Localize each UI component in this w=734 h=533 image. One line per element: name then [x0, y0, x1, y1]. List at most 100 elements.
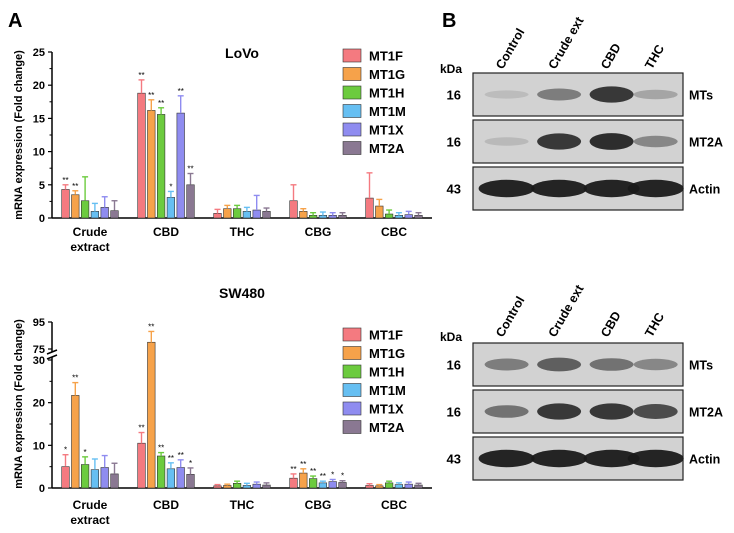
- blot-band: [478, 449, 535, 468]
- significance-label: **: [158, 99, 164, 108]
- bar: [328, 215, 337, 219]
- legend-label: MT1M: [369, 104, 406, 119]
- bar: [394, 215, 404, 219]
- blot-band: [537, 357, 582, 372]
- significance-label: **: [148, 322, 154, 331]
- blot-row-label: MTs: [689, 359, 713, 373]
- significance-label: *: [331, 470, 334, 479]
- x-tick-label: THC: [230, 498, 255, 512]
- legend-swatch: [342, 48, 362, 63]
- kda-marker: 16: [447, 358, 461, 373]
- y-axis-label: mRNA expression (Fold change): [13, 50, 25, 220]
- bar: [394, 484, 404, 489]
- x-tick-label: CBC: [381, 498, 407, 512]
- kda-marker: 43: [447, 452, 461, 467]
- lane-label: Crude ext: [546, 14, 587, 72]
- significance-label: **: [178, 451, 184, 460]
- blot-band: [531, 449, 588, 468]
- significance-label: **: [310, 467, 316, 476]
- bar: [252, 483, 261, 489]
- y-tick-label: 10: [33, 147, 45, 159]
- western-blot-bottom: Control Crude ext CBD THC kDa 16 MTs 16 MT2A 43 Ac…: [440, 282, 723, 481]
- significance-label: *: [64, 446, 67, 455]
- bar: [110, 210, 119, 219]
- significance-label: **: [138, 71, 144, 80]
- blot-band: [633, 89, 678, 100]
- significance-label: **: [300, 460, 306, 469]
- x-tick-label: CBG: [305, 498, 332, 512]
- bar: [61, 189, 70, 219]
- bar: [338, 215, 347, 219]
- x-tick-label: CBD: [153, 225, 179, 239]
- western-blot-top: Control Crude ext CBD THC kDa 16 MTs 16 MT2A 43 Ac…: [440, 14, 723, 211]
- kda-marker: 16: [447, 405, 461, 420]
- significance-label: **: [148, 91, 154, 100]
- bar: [375, 485, 384, 489]
- significance-label: **: [62, 176, 68, 185]
- y-tick-label: 0: [39, 483, 45, 495]
- y-tick-label: 75: [33, 344, 45, 356]
- bar: [100, 467, 109, 489]
- legend-label: MT1X: [369, 123, 404, 138]
- legend-label: MT1X: [369, 402, 404, 417]
- legend-swatch: [342, 327, 362, 342]
- bar: [81, 464, 90, 489]
- legend-swatch: [342, 122, 362, 137]
- y-tick-label: 0: [39, 213, 45, 225]
- bar: [375, 205, 384, 219]
- x-tick-label: Crude: [73, 225, 108, 239]
- blot-row-label: MT2A: [689, 136, 723, 150]
- legend-swatch: [342, 420, 362, 434]
- legend-swatch: [342, 401, 362, 416]
- significance-label: **: [158, 444, 164, 453]
- lane-label: Control: [493, 26, 527, 71]
- blot-band: [531, 179, 588, 198]
- blot-band: [484, 90, 529, 99]
- lane-label: THC: [642, 310, 667, 339]
- bar: [223, 485, 232, 489]
- significance-label: **: [72, 182, 78, 191]
- bar: [414, 215, 423, 219]
- bar: [365, 197, 374, 219]
- legend-label: MT1G: [369, 346, 405, 361]
- panel-label-b: B: [442, 10, 456, 32]
- lovo-chart: LoVo mRNA expression (Fold change) 0 5 10 15 2…: [13, 45, 432, 254]
- legend-label: MT2A: [369, 420, 405, 435]
- bar: [176, 112, 185, 219]
- blot-row-label: MTs: [689, 89, 713, 103]
- legend-label: MT1M: [369, 383, 406, 398]
- significance-label: **: [187, 165, 193, 174]
- kda-label: kDa: [440, 62, 462, 76]
- significance-label: **: [320, 472, 326, 481]
- blot-row-label: Actin: [689, 453, 720, 467]
- x-tick-label: extract: [70, 513, 109, 527]
- x-tick-label: CBC: [381, 225, 407, 239]
- chart-title: SW480: [219, 285, 265, 301]
- bar: [384, 482, 394, 489]
- bar: [213, 213, 222, 219]
- significance-label: **: [168, 454, 174, 463]
- bar: [186, 184, 195, 219]
- lane-label: Control: [493, 294, 527, 339]
- bar: [233, 483, 242, 489]
- legend-label: MT1H: [369, 86, 404, 101]
- sw480-chart: SW480 mRNA expression (Fold change) 0 10 20 3…: [13, 285, 432, 527]
- bar: [223, 208, 232, 219]
- y-tick-label: 5: [39, 180, 45, 192]
- x-tick-label: THC: [230, 225, 255, 239]
- legend-swatch: [342, 364, 362, 379]
- bar: [233, 208, 242, 219]
- y-tick-label: 30: [33, 355, 45, 367]
- x-tick-label: CBG: [305, 225, 332, 239]
- y-axis-label: mRNA expression (Fold change): [13, 319, 25, 489]
- bar: [308, 478, 318, 489]
- blot-band: [633, 404, 678, 419]
- bar: [328, 481, 337, 489]
- y-tick-label: 20: [33, 80, 45, 92]
- x-tick-label: CBD: [153, 498, 179, 512]
- kda-label: kDa: [440, 330, 462, 344]
- bar: [147, 341, 156, 489]
- blot-band: [537, 88, 582, 101]
- bar: [176, 467, 185, 489]
- y-tick-label: 25: [33, 47, 45, 59]
